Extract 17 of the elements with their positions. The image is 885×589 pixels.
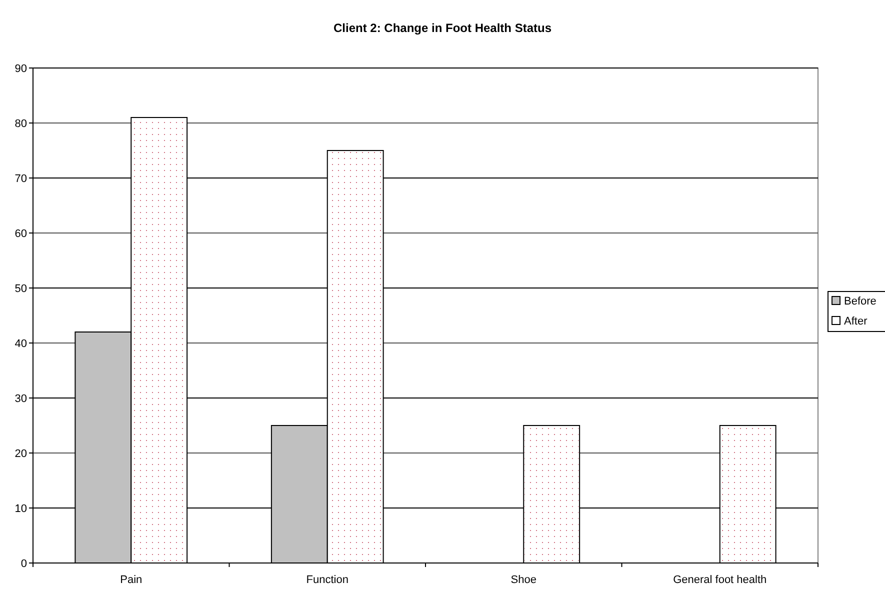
y-tick-label: 90 bbox=[14, 63, 27, 75]
chart-title: Client 2: Change in Foot Health Status bbox=[333, 21, 552, 35]
y-tick-label: 40 bbox=[14, 338, 27, 350]
y-tick-label: 20 bbox=[14, 448, 27, 460]
y-tick-label: 60 bbox=[14, 228, 27, 240]
y-tick-label: 30 bbox=[14, 393, 27, 405]
x-tick-label: General foot health bbox=[673, 574, 767, 586]
y-tick-label: 70 bbox=[14, 173, 27, 185]
y-tick-label: 10 bbox=[14, 503, 27, 515]
x-tick-label: Shoe bbox=[510, 574, 536, 586]
legend-label: Before bbox=[844, 296, 876, 308]
x-tick-label: Pain bbox=[120, 574, 142, 586]
legend-label: After bbox=[844, 316, 868, 328]
x-tick-label: Function bbox=[306, 574, 348, 586]
y-tick-label: 80 bbox=[14, 118, 27, 130]
y-tick-label: 0 bbox=[20, 558, 27, 570]
y-tick-label: 50 bbox=[14, 283, 27, 295]
